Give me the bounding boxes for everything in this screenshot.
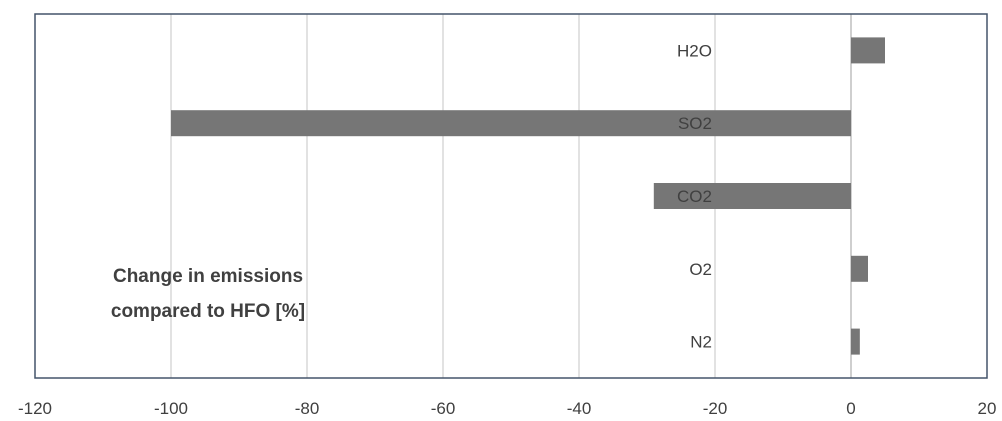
- annotation-line-1: Change in emissions: [113, 266, 303, 287]
- x-tick-label: -40: [567, 399, 592, 418]
- x-tick-label: -80: [295, 399, 320, 418]
- category-label-n2: N2: [690, 333, 712, 352]
- x-tick-label: -120: [18, 399, 52, 418]
- bar-co2: [653, 183, 851, 209]
- category-label-so2: SO2: [678, 114, 712, 133]
- bars: [171, 37, 885, 355]
- category-label-o2: O2: [689, 260, 712, 279]
- x-tick-label: 20: [978, 399, 997, 418]
- x-tick-label: -60: [431, 399, 456, 418]
- category-label-h2o: H2O: [677, 41, 712, 60]
- bar-h2o: [851, 37, 885, 64]
- bar-so2: [171, 110, 851, 137]
- x-tick-label: 0: [846, 399, 855, 418]
- bar-o2: [851, 255, 868, 282]
- x-tick-label: -100: [154, 399, 188, 418]
- plot-area-frame: [34, 13, 988, 379]
- bar-n2: [851, 328, 860, 355]
- category-label-co2: CO2: [677, 187, 712, 206]
- annotation-line-2: compared to HFO [%]: [111, 301, 305, 322]
- x-tick-label: -20: [703, 399, 728, 418]
- category-labels: H2O SO2 CO2 O2 N2: [677, 41, 712, 351]
- x-axis-tick-labels: -120 -100 -80 -60 -40 -20 0 20: [18, 399, 996, 418]
